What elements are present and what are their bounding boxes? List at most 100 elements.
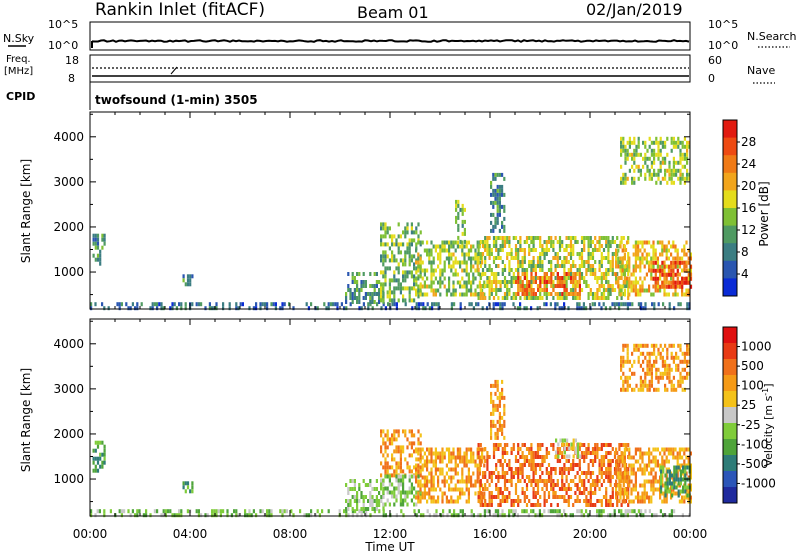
echo-cell	[676, 252, 679, 257]
echo-cell	[470, 302, 473, 307]
echo-cell	[488, 284, 491, 288]
echo-cell	[620, 272, 623, 276]
echo-cell	[476, 240, 479, 245]
nsky-tick-top: 10^5	[48, 18, 78, 31]
echo-cell	[402, 258, 405, 263]
echo-cell	[626, 479, 629, 484]
echo-cell	[622, 144, 625, 149]
echo-cell	[501, 513, 504, 518]
echo-cell	[657, 172, 660, 177]
echo-cell	[555, 438, 558, 443]
echo-cell	[499, 302, 502, 307]
echo-cell	[624, 160, 627, 165]
echo-cell	[567, 499, 570, 503]
echo-cell	[378, 300, 381, 304]
echo-cell	[369, 272, 372, 276]
echo-cell	[644, 375, 647, 380]
echo-cell	[419, 292, 422, 297]
echo-cell	[663, 292, 666, 297]
echo-cell	[514, 499, 518, 503]
echo-cell	[503, 224, 506, 229]
echo-cell	[519, 471, 522, 475]
echo-cell	[650, 459, 653, 464]
echo-cell	[399, 490, 402, 495]
echo-cell	[632, 264, 635, 269]
echo-cell	[490, 383, 493, 388]
echo-cell	[580, 471, 584, 475]
echo-cell	[517, 499, 520, 503]
echo-cell	[283, 302, 286, 307]
echo-cell	[528, 288, 531, 292]
echo-cell	[467, 447, 470, 452]
echo-cell	[465, 459, 468, 464]
echo-cell	[323, 302, 326, 307]
echo-cell	[621, 284, 624, 289]
echo-cell	[654, 252, 657, 257]
echo-cell	[566, 438, 569, 443]
echo-cell	[650, 140, 653, 145]
echo-cell	[408, 246, 411, 251]
echo-cell	[624, 379, 627, 384]
echo-cell	[659, 164, 662, 169]
echo-cell	[375, 495, 378, 499]
echo-cell	[620, 375, 623, 380]
echo-cell	[151, 302, 154, 307]
echo-cell	[578, 302, 581, 307]
echo-cell	[408, 258, 411, 263]
echo-cell	[492, 383, 495, 388]
echo-cell	[406, 242, 409, 247]
echo-cell	[561, 438, 564, 443]
colorbar-frame	[722, 326, 738, 504]
echo-cell	[175, 513, 178, 518]
echo-cell	[501, 491, 504, 495]
echo-cell	[656, 264, 659, 269]
echo-cell	[624, 359, 627, 364]
echo-cell	[347, 503, 350, 507]
echo-cell	[371, 292, 374, 296]
echo-cell	[558, 467, 562, 471]
echo-cell	[665, 272, 668, 277]
echo-cell	[565, 467, 568, 471]
echo-cell	[650, 479, 653, 484]
echo-cell	[486, 280, 489, 284]
echo-cell	[395, 469, 398, 474]
echo-cell	[430, 471, 433, 476]
echo-cell	[408, 294, 411, 299]
echo-cell	[494, 302, 497, 307]
echo-cell	[554, 483, 557, 487]
echo-cell	[532, 479, 535, 483]
echo-cell	[461, 207, 464, 212]
echo-cell	[281, 302, 284, 307]
echo-cell	[417, 499, 420, 504]
echo-cell	[619, 471, 622, 476]
echo-cell	[670, 351, 673, 356]
echo-cell	[580, 483, 584, 487]
echo-cell	[465, 487, 468, 492]
echo-cell	[421, 447, 424, 452]
echo-cell	[556, 296, 559, 300]
echo-cell	[585, 447, 588, 451]
echo-cell	[437, 451, 440, 456]
echo-cell	[672, 359, 675, 364]
echo-cell	[534, 455, 537, 459]
echo-cell	[517, 268, 520, 272]
echo-cell	[679, 473, 682, 478]
echo-cell	[633, 140, 636, 145]
echo-cell	[358, 296, 361, 300]
echo-cell	[413, 441, 416, 446]
echo-cell	[678, 264, 681, 269]
echo-cell	[441, 495, 444, 500]
echo-cell	[467, 491, 470, 496]
echo-cell	[393, 254, 396, 259]
echo-cell	[631, 363, 634, 368]
echo-cell	[501, 427, 504, 432]
echo-cell	[171, 302, 174, 307]
colorbar-tick-label: 28	[741, 135, 756, 149]
echo-cell	[530, 280, 533, 284]
echo-cell	[514, 256, 518, 260]
echo-cell	[594, 272, 597, 276]
echo-cell	[689, 256, 692, 261]
echo-cell	[552, 491, 555, 495]
echo-cell	[362, 296, 365, 300]
